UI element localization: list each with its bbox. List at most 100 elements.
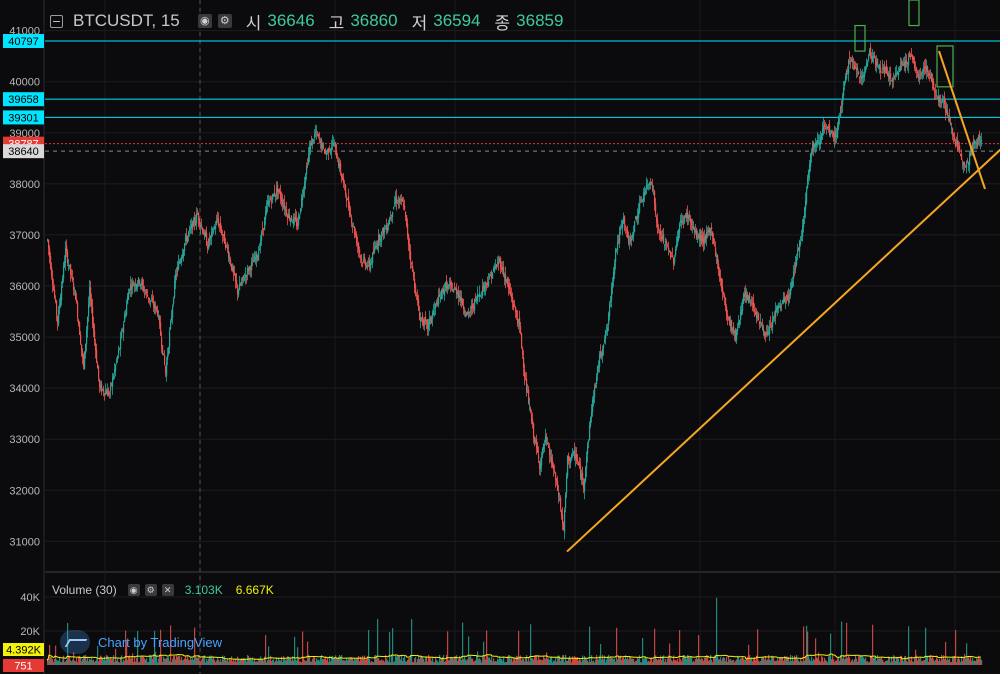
volume-bar — [321, 654, 323, 665]
volume-bar — [962, 661, 964, 665]
candle — [669, 249, 671, 254]
volume-bar — [62, 659, 64, 665]
volume-bar — [218, 659, 220, 665]
volume-bar — [622, 657, 624, 665]
volume-bar — [80, 657, 82, 665]
eye-icon[interactable]: ◉ — [127, 584, 140, 596]
volume-bar — [78, 656, 80, 665]
volume-bar — [370, 662, 372, 665]
candle — [131, 279, 133, 298]
volume-bar — [444, 661, 446, 665]
candle — [633, 225, 635, 242]
candle — [210, 235, 212, 245]
candle — [243, 275, 245, 284]
volume-bar — [285, 660, 287, 665]
candle — [313, 139, 315, 144]
candle — [424, 316, 426, 331]
volume-bar — [671, 660, 673, 665]
gear-icon[interactable]: ⚙ — [144, 584, 157, 596]
candle — [247, 264, 249, 281]
close-icon[interactable]: ✕ — [161, 584, 174, 596]
candle — [854, 60, 856, 71]
volume-bar — [522, 658, 524, 665]
candle — [380, 234, 382, 247]
volume-bar — [439, 654, 441, 665]
volume-bar — [916, 655, 918, 665]
volume-bar — [141, 656, 143, 665]
candle — [175, 269, 177, 290]
candle — [527, 384, 529, 393]
volume-bar — [425, 656, 427, 665]
candle — [274, 184, 276, 197]
open-label: 시 — [245, 13, 262, 33]
eye-icon[interactable]: ◉ — [197, 14, 212, 28]
volume-bar — [715, 657, 717, 665]
candle — [922, 68, 924, 80]
volume-bar — [268, 646, 270, 665]
candle — [474, 298, 476, 315]
candle — [324, 148, 326, 154]
annotation-boxes[interactable] — [854, 0, 954, 88]
volume-bar — [870, 655, 872, 665]
volume-bar — [922, 660, 924, 665]
volume-bar — [823, 661, 825, 665]
candle — [353, 222, 355, 228]
volume-bar — [377, 618, 379, 665]
candle — [476, 295, 478, 304]
volume-bar — [689, 657, 691, 665]
candle — [718, 259, 720, 276]
volume-bar — [683, 655, 685, 665]
volume-bar — [258, 658, 260, 665]
volume-bar — [96, 659, 98, 665]
volume-bar — [929, 655, 931, 665]
candle — [654, 189, 656, 211]
candle — [797, 243, 799, 261]
volume-bar — [345, 660, 347, 665]
candle — [929, 69, 931, 82]
volume-bar — [287, 656, 289, 665]
candle — [610, 295, 612, 308]
candle — [578, 461, 580, 466]
volume-bar — [708, 660, 710, 665]
volume-bar — [150, 654, 152, 665]
candle — [828, 123, 830, 133]
candle — [881, 71, 883, 73]
volume-bar — [812, 660, 814, 665]
candle — [191, 218, 193, 234]
volume-bar — [324, 658, 326, 665]
candle — [292, 219, 294, 224]
tradingview-branding[interactable]: Chart by TradingView — [60, 630, 222, 654]
collapse-toggle-icon[interactable] — [50, 14, 63, 28]
volume-bar — [374, 655, 376, 665]
volume-bar — [454, 656, 456, 665]
volume-bar — [676, 660, 678, 665]
volume-bar — [667, 658, 669, 665]
candle — [626, 227, 628, 238]
candle — [177, 261, 179, 277]
candle — [916, 66, 918, 79]
candle — [187, 235, 189, 244]
volume-bar — [323, 659, 325, 665]
candle — [576, 447, 578, 465]
volume-bar — [428, 654, 430, 665]
volume-bar — [453, 659, 455, 665]
candle — [290, 217, 292, 227]
candle — [967, 157, 969, 164]
volume-bar — [912, 661, 914, 665]
trendlines[interactable] — [566, 50, 1000, 553]
gear-icon[interactable]: ⚙ — [217, 14, 232, 28]
volume-bar — [538, 655, 540, 665]
candle — [691, 218, 693, 232]
volume-bar — [684, 655, 686, 665]
volume-bar — [232, 661, 234, 665]
volume-bar — [524, 661, 526, 665]
candle — [134, 282, 136, 293]
volume-bar — [144, 658, 146, 665]
symbol-label[interactable]: BTCUSDT, 15 — [73, 11, 180, 30]
volume-bar — [395, 655, 397, 665]
candle — [237, 284, 239, 301]
volume-bar — [865, 657, 867, 665]
candle — [884, 61, 886, 78]
candle — [487, 276, 489, 288]
